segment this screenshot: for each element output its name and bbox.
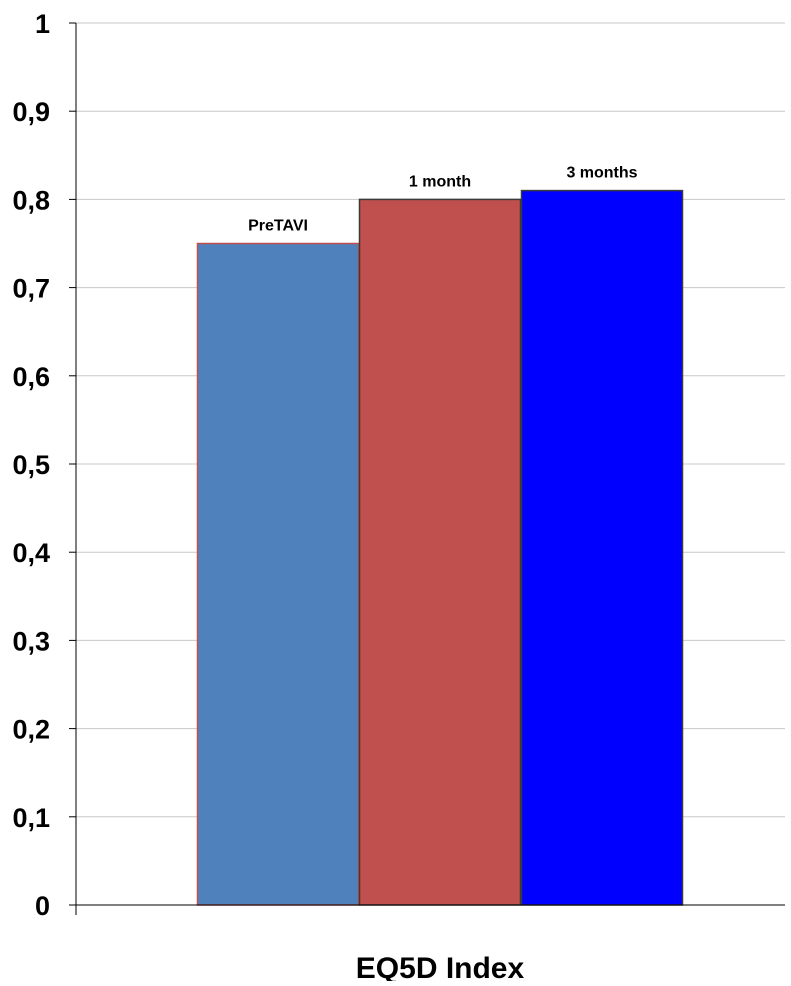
y-axis-ticks: 0 0,1 0,2 0,3 0,4 0,5 0,6 0,7 0,8 0,9 1 [12, 9, 76, 921]
y-tick-label: 0,4 [12, 538, 50, 568]
bar-label: 1 month [409, 173, 471, 190]
y-tick-label: 0,7 [12, 274, 50, 304]
y-tick-label: 0,1 [12, 803, 50, 833]
y-tick-label: 0 [35, 891, 50, 921]
bar-label: 3 months [566, 165, 637, 182]
bars [196, 189, 684, 906]
y-tick-label: 0,6 [12, 362, 50, 392]
bar [196, 242, 360, 906]
bar [358, 198, 522, 906]
y-tick-label: 0,3 [12, 626, 50, 656]
y-tick-label: 1 [35, 9, 50, 39]
bar-labels: PreTAVI 1 month 3 months [248, 165, 638, 235]
y-tick-label: 0,2 [12, 715, 50, 745]
x-axis-title: EQ5D Index [356, 952, 525, 981]
axes [75, 23, 785, 915]
y-tick-label: 0,5 [12, 450, 50, 480]
bar [520, 189, 684, 906]
y-tick-label: 0,8 [12, 185, 50, 215]
bar-label: PreTAVI [248, 218, 308, 235]
y-tick-label: 0,9 [12, 97, 50, 127]
